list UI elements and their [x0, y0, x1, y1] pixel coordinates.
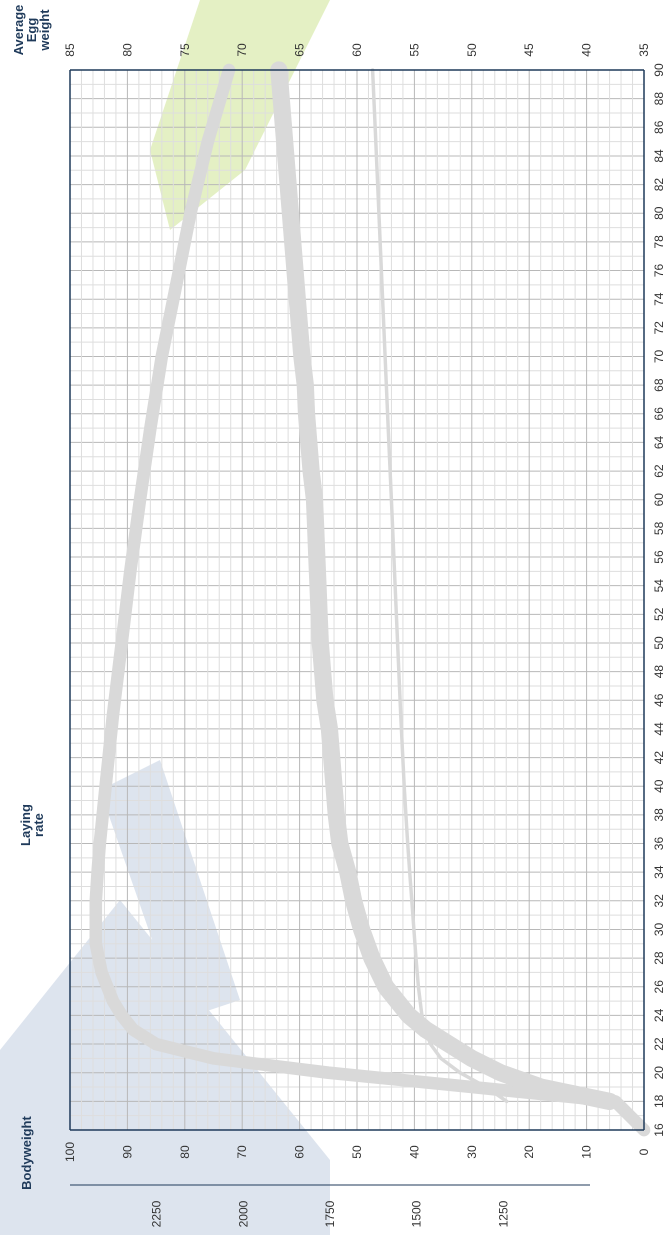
egg-weight-tick-label: 35 — [637, 43, 651, 57]
week-tick-label: 90 — [652, 63, 666, 77]
week-tick-label: 82 — [652, 178, 666, 192]
week-tick-label: 40 — [652, 779, 666, 793]
laying-rate-tick-label: 0 — [637, 1148, 651, 1155]
week-tick-label: 84 — [652, 149, 666, 163]
week-tick-label: 68 — [652, 378, 666, 392]
bodyweight-tick-label: 2000 — [236, 1200, 250, 1227]
week-tick-label: 70 — [652, 349, 666, 363]
week-tick-label: 60 — [652, 493, 666, 507]
laying-rate-tick-label: 60 — [293, 1145, 307, 1159]
laying-rate-label-line-2: rate — [31, 813, 46, 837]
bodyweight-tick-label: 1250 — [496, 1200, 510, 1227]
week-tick-label: 28 — [652, 951, 666, 965]
bodyweight-tick-label: 1500 — [410, 1200, 424, 1227]
laying-rate-tick-label: 90 — [120, 1145, 134, 1159]
week-tick-label: 16 — [652, 1123, 666, 1137]
week-tick-label: 18 — [652, 1094, 666, 1108]
egg-weight-tick-label: 45 — [522, 43, 536, 57]
data-series — [89, 61, 651, 1137]
watermark-green-shape-2 — [235, 0, 300, 120]
egg-weight-tick-label: 75 — [178, 43, 192, 57]
laying-rate-tick-label: 10 — [580, 1145, 594, 1159]
week-tick-label: 62 — [652, 464, 666, 478]
watermark-blue-shape — [0, 900, 330, 1235]
laying_rate-series-line — [89, 63, 651, 1137]
egg-weight-axis-label: Average Egg weight — [11, 0, 56, 62]
week-tick-label: 72 — [652, 321, 666, 335]
egg-weight-tick-label: 70 — [235, 43, 249, 57]
week-tick-label: 64 — [652, 435, 666, 449]
week-tick-label: 74 — [652, 292, 666, 306]
week-tick-label: 54 — [652, 579, 666, 593]
laying-rate-tick-label: 30 — [465, 1145, 479, 1159]
laying-rate-tick-label: 40 — [407, 1145, 421, 1159]
week-tick-label: 48 — [652, 665, 666, 679]
egg-weight-tick-label: 65 — [293, 43, 307, 57]
laying-rate-tick-label: 20 — [522, 1145, 536, 1159]
egg-weight-tick-label: 40 — [580, 43, 594, 57]
egg-weight-tick-label: 80 — [120, 43, 134, 57]
bodyweight-series-line — [370, 68, 509, 1104]
week-tick-label: 86 — [652, 120, 666, 134]
watermark-blue-shape-2 — [100, 760, 240, 1020]
egg-weight-tick-label: 85 — [63, 43, 77, 57]
week-tick-label: 56 — [652, 550, 666, 564]
week-tick-label: 24 — [652, 1008, 666, 1022]
bodyweight-axis-label: Bodyweight — [19, 1108, 36, 1198]
bodyweight-tick-label: 1750 — [323, 1200, 337, 1227]
laying-rate-tick-label: 80 — [178, 1145, 192, 1159]
week-tick-label: 78 — [652, 235, 666, 249]
week-tick-label: 26 — [652, 980, 666, 994]
week-tick-label: 76 — [652, 264, 666, 278]
egg-weight-tick-label: 50 — [465, 43, 479, 57]
week-tick-label: 50 — [652, 636, 666, 650]
week-tick-label: 66 — [652, 407, 666, 421]
week-tick-label: 30 — [652, 922, 666, 936]
egg-weight-label-line-3: weight — [37, 9, 52, 51]
week-tick-label: 20 — [652, 1066, 666, 1080]
week-tick-label: 44 — [652, 722, 666, 736]
week-tick-label: 58 — [652, 521, 666, 535]
laying-rate-tick-label: 70 — [235, 1145, 249, 1159]
egg-weight-tick-label: 60 — [350, 43, 364, 57]
bodyweight-label: Bodyweight — [19, 1116, 34, 1190]
bodyweight-tick-label: 2250 — [150, 1200, 164, 1227]
laying-rate-tick-label: 50 — [350, 1145, 364, 1159]
laying-rate-tick-label: 100 — [63, 1142, 77, 1162]
axes — [69, 69, 645, 1186]
week-tick-label: 22 — [652, 1037, 666, 1051]
week-tick-label: 42 — [652, 751, 666, 765]
week-tick-label: 52 — [652, 607, 666, 621]
week-tick-label: 80 — [652, 206, 666, 220]
tick-labels: 16 18 20 22 24 26 28 30 32 34 36 38 40 42 44 46 48 50 52 54… — [63, 43, 666, 1227]
egg_weight-series-line — [270, 61, 619, 1111]
week-tick-label: 36 — [652, 837, 666, 851]
egg-weight-tick-label: 55 — [407, 43, 421, 57]
week-tick-label: 46 — [652, 693, 666, 707]
laying-rate-axis-label: Laying rate — [18, 803, 49, 847]
week-tick-label: 34 — [652, 865, 666, 879]
week-tick-label: 38 — [652, 808, 666, 822]
week-tick-label: 88 — [652, 92, 666, 106]
week-tick-label: 32 — [652, 894, 666, 908]
grid-lines — [69, 69, 645, 1131]
